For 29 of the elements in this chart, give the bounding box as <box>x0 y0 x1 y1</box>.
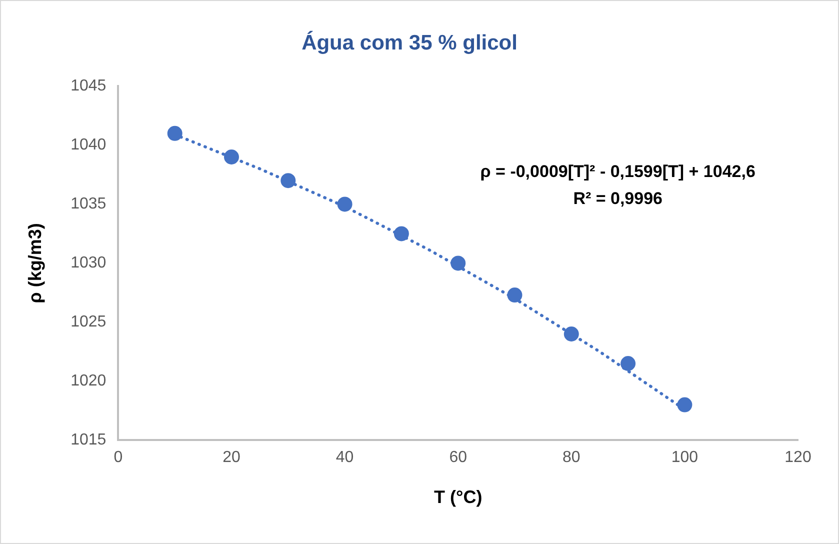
x-tick-label: 120 <box>784 449 812 466</box>
y-tick-label: 1020 <box>70 372 106 390</box>
point <box>507 288 522 303</box>
x-tick-label: 0 <box>114 449 123 466</box>
x-axis-title: T (°C) <box>434 487 482 508</box>
point <box>450 256 466 271</box>
point <box>167 126 182 141</box>
point <box>620 356 636 371</box>
y-tick-label: 1030 <box>70 254 106 272</box>
point <box>677 397 692 412</box>
y-tick-label: 1025 <box>70 314 106 331</box>
y-tick-label: 1015 <box>70 432 106 449</box>
annotation: ρ = -0,0009[T]² - 0,1599[T] + 1042,6 <box>480 162 756 181</box>
x-tick-label: 40 <box>336 449 354 466</box>
x-tick-label: 80 <box>562 449 580 466</box>
point <box>224 150 239 164</box>
x-tick-label: 100 <box>671 449 698 466</box>
chart-title: Água com 35 % glicol <box>302 30 518 54</box>
y-tick-label: 1045 <box>70 78 106 95</box>
y-tick-label: 1040 <box>70 136 106 154</box>
annotation: R² = 0,9996 <box>573 188 663 208</box>
x-tick-label: 20 <box>222 449 240 466</box>
x-tick-label: 60 <box>449 449 468 466</box>
point <box>337 196 352 212</box>
point <box>280 173 296 188</box>
point <box>564 326 579 342</box>
y-axis-title: ρ (kg/m3) <box>24 223 45 304</box>
y-tick-label: 1035 <box>70 196 106 213</box>
point <box>394 226 409 242</box>
